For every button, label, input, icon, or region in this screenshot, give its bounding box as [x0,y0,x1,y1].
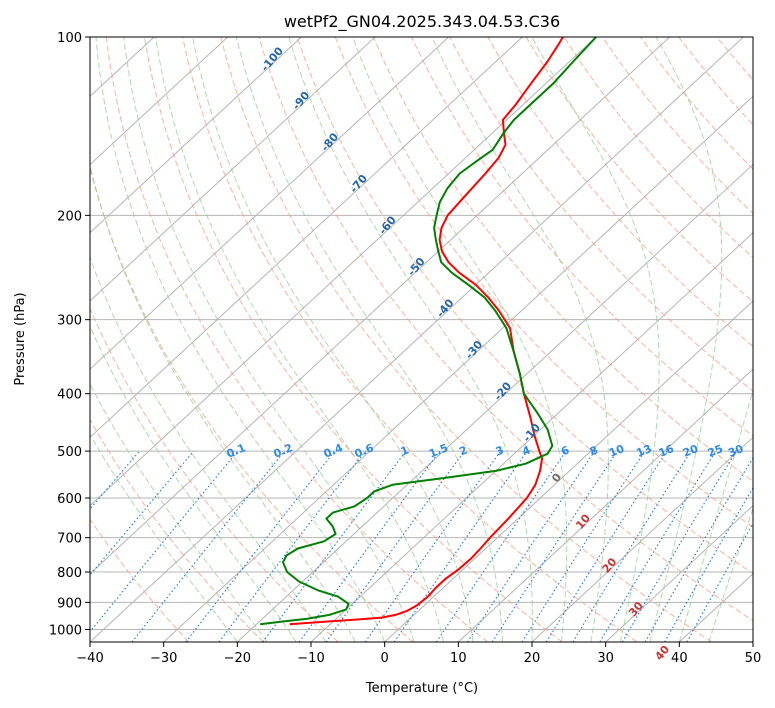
mixing-ratio-line [298,450,441,642]
plot-frame [89,36,754,643]
isotherm-line [384,300,753,642]
moist-adiabat-line [90,255,327,642]
moist-adiabat-line [155,37,445,642]
moist-adiabat-line [123,37,415,642]
isotherm-line [90,37,523,439]
isotherm-line [236,163,753,642]
mixing-ratio-label: 25 [706,442,725,460]
dewpoint-profile-line [260,37,597,626]
x-tick-label: 40 [671,651,688,666]
x-tick-label: 50 [745,651,762,666]
x-axis-label: Temperature (°C) [365,681,478,696]
mixing-ratio-label: 8 [588,443,600,458]
isotherm-line [90,37,450,370]
moist-adiabat-line [235,37,503,642]
x-tick-label: −40 [76,651,103,666]
x-tick-label: −30 [150,651,177,666]
isotherm-line [90,37,302,234]
mixing-ratio-label: 10 [607,442,626,460]
mixing-ratio-line [325,450,465,642]
mixing-ratio-line [435,450,567,642]
axis-layer: −40 −30 −20 −10 0 10 20 30 40 50 1000 900 800 700 600 5… [49,31,761,666]
y-tick-label: 300 [57,314,82,329]
moist-adiabat-line [531,37,660,642]
moist-adiabat-line [192,37,474,642]
mixing-ratio-label: 13 [635,442,654,460]
x-tick-label: 0 [381,651,389,666]
y-tick-label: 700 [57,532,82,547]
mixing-ratio-label: 1 [399,443,411,458]
mixing-ratio-line [131,450,286,642]
moist-adiabat-line [90,433,238,642]
series-layer [260,37,597,626]
mixing-ratio-line [599,450,717,642]
moist-adiabat-line [288,37,533,642]
y-tick-label: 400 [57,388,82,403]
mixing-ratio-line [467,450,596,642]
grid-layer [90,37,753,642]
dry-adiabat-line [90,166,414,642]
isotherm-line [90,37,597,507]
mixing-ratio-line [393,450,528,642]
y-tick-label: 100 [57,31,82,46]
y-axis-label: Pressure (hPa) [13,292,28,385]
mixing-ratio-label: 30 [726,442,745,460]
dry-adiabat-line [90,307,339,642]
dry-adiabat-line [334,37,753,528]
isotherm-line [531,436,753,642]
dry-adiabat-line [258,37,753,622]
moist-adiabat-line [90,163,356,642]
dry-adiabat-line [90,518,190,642]
moist-adiabat-line [352,37,568,642]
moist-adiabat-line [90,324,297,642]
y-tick-label: 200 [57,209,82,224]
x-tick-label: 10 [450,651,467,666]
mixing-ratio-label: 16 [657,442,676,460]
mixing-ratio-line [686,522,753,642]
y-tick-label: 500 [57,445,82,460]
mixing-ratio-line [521,450,646,642]
dry-adiabat-line [372,37,753,482]
dry-adiabat-line [220,37,712,642]
x-tick-label: −10 [297,651,324,666]
dry-adiabat-line [105,37,488,642]
dry-adiabat-line [182,37,638,642]
moist-adiabat-line [90,382,268,642]
isotherm-line [163,95,753,642]
y-tick-label: 800 [57,566,82,581]
moist-adiabat-line [431,37,609,642]
isotherm-line [90,37,671,575]
y-tick-label: 900 [57,596,82,611]
isotherm-line [90,37,229,166]
isotherm-line [90,37,376,302]
y-tick-label: 1000 [49,623,82,638]
dry-adiabat-line [525,37,753,303]
chart-title: wetPf2_GN04.2025.343.04.53.C36 [284,12,560,32]
isotherm-line [90,37,744,642]
dry-adiabat-line [449,37,753,392]
mixing-ratio-line [262,450,407,642]
mixing-ratio-label: 3 [494,443,506,458]
dry-adiabat-line [296,37,753,575]
x-tick-label: 20 [524,651,541,666]
mixing-ratio-line [491,450,618,642]
x-tick-label: 30 [597,651,614,666]
mixing-ratio-label: 2 [457,443,469,458]
moist-adiabat-line [95,37,386,642]
x-tick-label: −20 [224,651,251,666]
mixing-ratio-label: 20 [681,442,700,460]
y-tick-label: 600 [57,492,82,507]
mixing-ratio-line [572,450,692,642]
isotherm-line [605,504,753,642]
mixing-ratio-line [90,450,239,633]
mixing-ratio-line [218,450,366,642]
mixing-ratio-line [90,450,195,577]
dry-adiabat-line [90,418,264,642]
dry-adiabat-line [411,37,753,437]
